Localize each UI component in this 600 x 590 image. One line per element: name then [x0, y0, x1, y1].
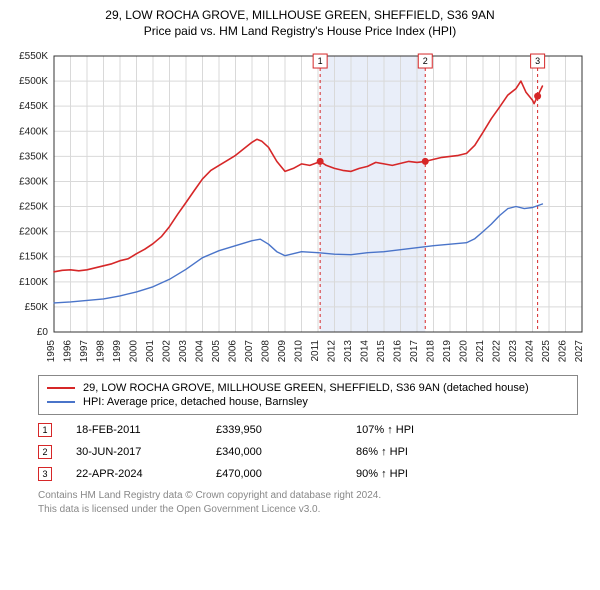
- legend: 29, LOW ROCHA GROVE, MILLHOUSE GREEN, SH…: [38, 375, 578, 415]
- x-tick-label: 2016: [393, 340, 404, 363]
- x-tick-label: 2009: [277, 340, 288, 363]
- event-point: [534, 93, 541, 100]
- transaction-pct: 90% ↑ HPI: [356, 468, 476, 480]
- x-tick-label: 2001: [145, 340, 156, 363]
- legend-label: 29, LOW ROCHA GROVE, MILLHOUSE GREEN, SH…: [83, 382, 529, 394]
- transaction-marker: 1: [38, 423, 52, 437]
- chart-svg: £0 £50K £100K £150K £200K £250K £300K £350K £400…: [8, 46, 592, 366]
- legend-item: 29, LOW ROCHA GROVE, MILLHOUSE GREEN, SH…: [47, 382, 569, 394]
- transactions-table: 1 18-FEB-2011£339,950107% ↑ HPI 2 30-JUN-20…: [38, 421, 578, 483]
- x-tick-label: 2025: [541, 340, 552, 363]
- y-tick-label: £450K: [19, 101, 48, 112]
- x-tick-label: 2024: [525, 340, 536, 363]
- y-tick-label: £0: [37, 327, 49, 338]
- x-tick-label: 1995: [46, 340, 57, 363]
- x-tick-label: 2022: [492, 340, 503, 363]
- y-tick-label: £100K: [19, 277, 48, 288]
- x-tick-label: 2018: [426, 340, 437, 363]
- event-marker-label: 2: [423, 56, 428, 66]
- series-hpi: [54, 204, 542, 303]
- x-tick-label: 2005: [211, 340, 222, 363]
- x-tick-label: 2023: [508, 340, 519, 363]
- y-tick-label: £500K: [19, 76, 48, 87]
- transaction-pct: 86% ↑ HPI: [356, 446, 476, 458]
- x-tick-label: 2027: [574, 340, 585, 363]
- y-tick-label: £150K: [19, 252, 48, 263]
- transaction-date: 22-APR-2024: [76, 468, 216, 480]
- series-property: [54, 81, 542, 272]
- legend-item: HPI: Average price, detached house, Barn…: [47, 396, 569, 408]
- x-tick-label: 2017: [409, 340, 420, 363]
- x-tick-label: 2006: [228, 340, 239, 363]
- x-tick-label: 2021: [475, 340, 486, 363]
- x-tick-label: 2020: [459, 340, 470, 363]
- transaction-row: 2 30-JUN-2017£340,00086% ↑ HPI: [38, 443, 578, 461]
- x-tick-label: 2026: [558, 340, 569, 363]
- attribution-line: This data is licensed under the Open Gov…: [38, 503, 578, 517]
- transaction-row: 3 22-APR-2024£470,00090% ↑ HPI: [38, 465, 578, 483]
- x-tick-label: 2015: [376, 340, 387, 363]
- y-tick-label: £300K: [19, 176, 48, 187]
- x-tick-label: 2010: [294, 340, 305, 363]
- transaction-price: £470,000: [216, 468, 356, 480]
- x-tick-label: 1999: [112, 340, 123, 363]
- y-tick-label: £400K: [19, 126, 48, 137]
- x-tick-label: 2019: [442, 340, 453, 363]
- legend-swatch: [47, 387, 75, 389]
- y-tick-label: £350K: [19, 151, 48, 162]
- transaction-date: 30-JUN-2017: [76, 446, 216, 458]
- transaction-price: £339,950: [216, 424, 356, 436]
- x-tick-label: 1997: [79, 340, 90, 363]
- x-tick-label: 2007: [244, 340, 255, 363]
- legend-label: HPI: Average price, detached house, Barn…: [83, 396, 308, 408]
- transaction-price: £340,000: [216, 446, 356, 458]
- y-tick-label: £200K: [19, 227, 48, 238]
- event-marker-label: 3: [535, 56, 540, 66]
- event-point: [422, 158, 429, 165]
- x-tick-label: 2008: [261, 340, 272, 363]
- chart-title: 29, LOW ROCHA GROVE, MILLHOUSE GREEN, SH…: [8, 8, 592, 22]
- transaction-pct: 107% ↑ HPI: [356, 424, 476, 436]
- x-tick-label: 1996: [63, 340, 74, 363]
- transaction-row: 1 18-FEB-2011£339,950107% ↑ HPI: [38, 421, 578, 439]
- legend-swatch: [47, 401, 75, 403]
- x-tick-label: 2014: [360, 340, 371, 363]
- y-tick-label: £550K: [19, 51, 48, 62]
- x-tick-label: 2004: [195, 340, 206, 363]
- x-tick-label: 2002: [162, 340, 173, 363]
- x-tick-label: 1998: [96, 340, 107, 363]
- event-point: [317, 158, 324, 165]
- y-tick-label: £50K: [25, 302, 49, 313]
- y-tick-label: £250K: [19, 202, 48, 213]
- x-tick-label: 2003: [178, 340, 189, 363]
- shaded-band: [320, 56, 425, 332]
- event-marker-label: 1: [318, 56, 323, 66]
- x-tick-label: 2012: [327, 340, 338, 363]
- x-tick-label: 2011: [310, 340, 321, 362]
- chart-area: £0 £50K £100K £150K £200K £250K £300K £350K £400…: [8, 46, 592, 369]
- x-tick-label: 2000: [129, 340, 140, 363]
- x-tick-label: 2013: [343, 340, 354, 363]
- attribution: Contains HM Land Registry data © Crown c…: [38, 489, 578, 516]
- chart-subtitle: Price paid vs. HM Land Registry's House …: [8, 24, 592, 38]
- transaction-marker: 2: [38, 445, 52, 459]
- transaction-marker: 3: [38, 467, 52, 481]
- attribution-line: Contains HM Land Registry data © Crown c…: [38, 489, 578, 503]
- transaction-date: 18-FEB-2011: [76, 424, 216, 436]
